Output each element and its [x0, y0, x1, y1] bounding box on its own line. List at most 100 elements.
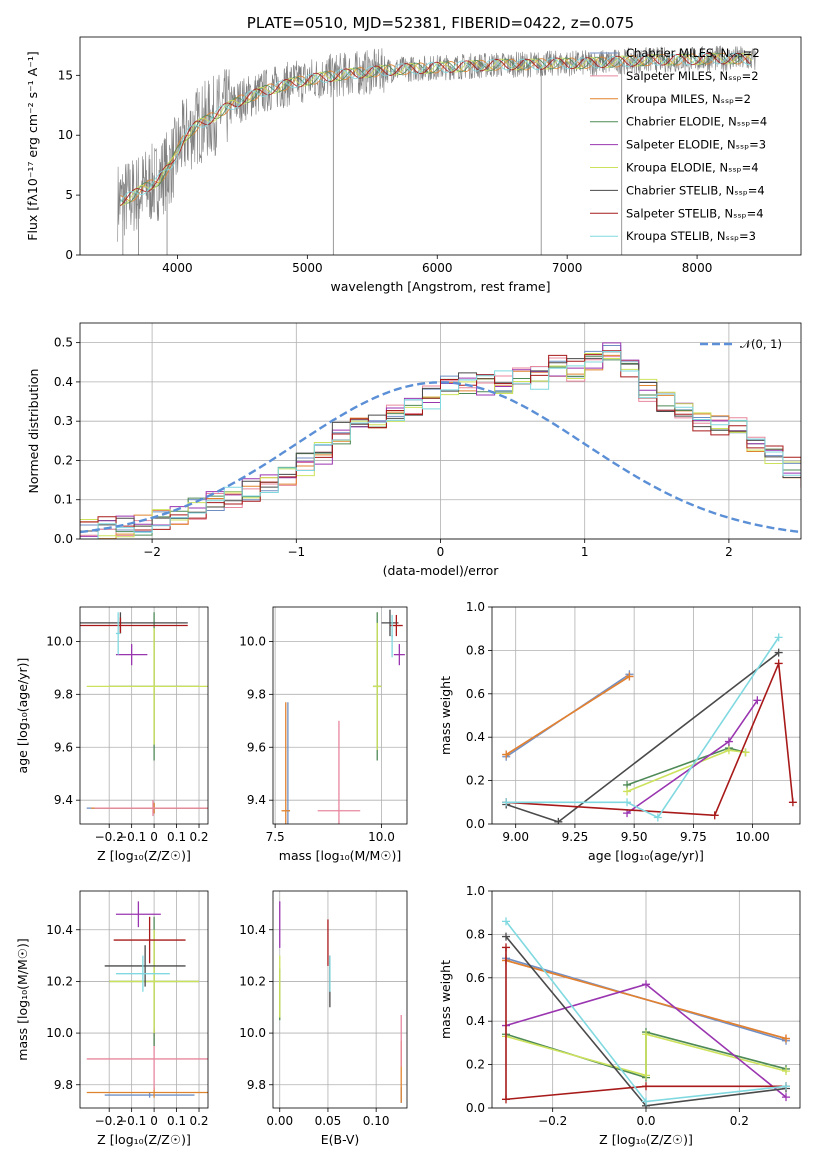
- x-tick-label: 0.2: [189, 1114, 208, 1128]
- series-salpeter_elodie-marker: [753, 696, 762, 705]
- y-tick-label: 10.0: [46, 1026, 73, 1040]
- y-tick-label: 9.8: [54, 687, 73, 701]
- residual-histogram: [80, 354, 801, 539]
- y-tick-label: 10.0: [46, 634, 73, 648]
- legend: 𝒩(0, 1): [700, 337, 782, 351]
- y-tick-label: 0.0: [466, 817, 485, 831]
- plot-area-weight-vs-z: [502, 917, 790, 1108]
- y-tick-label: 0.0: [466, 1101, 485, 1115]
- y-tick-label: 9.8: [247, 1078, 266, 1092]
- x-axis-label: E(B-V): [321, 1132, 360, 1147]
- series-kroupa_elodie-marker: [623, 787, 632, 796]
- series-kroupa_miles-marker: [502, 750, 511, 759]
- axes-frame: [272, 606, 408, 825]
- series-salpeter_elodie: [626, 699, 759, 814]
- x-tick-label: −0.2: [95, 1114, 124, 1128]
- x-tick-label: 4000: [162, 261, 193, 275]
- y-tick-label: 9.8: [247, 687, 266, 701]
- x-tick-label: 10.0: [368, 830, 395, 844]
- y-tick-label: 1.0: [466, 884, 485, 898]
- series-kroupa_stelib-marker: [642, 1097, 650, 1106]
- axes-frame: [491, 606, 801, 825]
- axes-mass-vs-z: −0.2−0.1 0 0.1 0.2 9.8 10.0 10.2 10.4 Z [log₁₀(Z…: [15, 890, 209, 1147]
- model-spectrum: [120, 52, 752, 204]
- y-tick-label: 10.4: [239, 923, 266, 937]
- legend-entry: 𝒩(0, 1): [740, 337, 782, 351]
- y-axis-label: Normed distribution: [26, 369, 41, 494]
- axes-age-vs-mass: 7.5 10.0 9.4 9.6 9.8 10.0 mass [log₁₀(M/M☉)]: [239, 606, 408, 863]
- axes-age-vs-z: −0.2−0.1 0 0.1 0.2 9.4 9.6 9.8 10.0 Z [log₁₀(Z/Z…: [15, 606, 209, 863]
- y-tick-label: 0.3: [54, 414, 73, 428]
- y-tick-label: 10.2: [46, 974, 73, 988]
- y-tick-label: 10.0: [239, 1026, 266, 1040]
- y-tick-label: 0.2: [466, 1058, 485, 1072]
- legend-entry: Kroupa STELIB, Nₛₛₚ=3: [626, 229, 756, 243]
- y-tick-label: 10: [58, 128, 73, 142]
- x-tick-label: 9.50: [621, 830, 648, 844]
- series-salpeter_stelib: [505, 947, 786, 1101]
- model-spectrum: [120, 52, 752, 202]
- y-tick-label: 0.0: [54, 532, 73, 546]
- model-spectrum: [120, 52, 752, 207]
- series-salpeter_elodie-marker: [782, 1093, 790, 1102]
- y-tick-label: 0.2: [54, 453, 73, 467]
- series-kroupa_miles: [505, 675, 630, 756]
- plot-area-mass-vs-z: [86, 901, 208, 1098]
- plot-area-age-vs-mass: [281, 609, 405, 824]
- x-tick-label: 7.5: [266, 830, 285, 844]
- grid-mass-vs-ebv: [273, 891, 407, 1108]
- series-salpeter_elodie-marker: [724, 737, 733, 746]
- grid-age-vs-mass: [273, 607, 407, 824]
- axes-frame: [272, 890, 408, 1109]
- series-kroupa_elodie-marker: [724, 746, 733, 755]
- x-tick-label: 0: [150, 1114, 158, 1128]
- y-tick-label: 9.4: [247, 793, 266, 807]
- series-salpeter_stelib-marker: [788, 798, 797, 807]
- residual-histogram: [80, 356, 801, 539]
- plot-area-spectrum: [117, 45, 756, 255]
- axes-frame: [79, 890, 209, 1109]
- x-tick-label: 8000: [682, 261, 713, 275]
- grid-weight-vs-age: [492, 606, 800, 825]
- series-kroupa_miles-marker: [625, 672, 634, 681]
- legend: Chabrier MILES, Nₛₛₚ=2 Salpeter MILES, Nₛ…: [590, 46, 767, 243]
- axes-frame: [79, 36, 802, 256]
- plot-area-weight-vs-age: [502, 633, 797, 824]
- y-tick-label: 9.8: [54, 1078, 73, 1092]
- x-tick-label: 1: [581, 545, 589, 559]
- y-tick-label: 9.6: [54, 740, 73, 754]
- legend-entry: Salpeter MILES, Nₛₛₚ=2: [626, 69, 759, 83]
- x-axis-label: Z [log₁₀(Z/Z☉)]: [97, 1132, 191, 1147]
- residual-histogram: [80, 350, 801, 539]
- legend-entry: Chabrier STELIB, Nₛₛₚ=4: [626, 183, 765, 197]
- y-tick-label: 0.4: [466, 730, 485, 744]
- series-kroupa_elodie: [505, 1033, 787, 1077]
- x-tick-label: 0.10: [363, 1114, 390, 1128]
- y-tick-label: 15: [58, 68, 73, 82]
- series-kroupa_stelib-marker: [623, 798, 632, 807]
- y-tick-label: 5: [65, 188, 73, 202]
- x-tick-label: 0.2: [730, 1114, 749, 1128]
- legend-entry: Chabrier ELODIE, Nₛₛₚ=4: [626, 115, 767, 129]
- y-tick-label: 10.2: [239, 974, 266, 988]
- y-tick-label: 0.6: [466, 971, 485, 985]
- x-tick-label: 7000: [552, 261, 583, 275]
- residual-histogram: [80, 352, 801, 539]
- x-tick-label: 9.25: [562, 830, 589, 844]
- series-kroupa_stelib-marker: [502, 917, 510, 926]
- series-kroupa_elodie-marker: [741, 748, 750, 757]
- x-tick-label: 9.75: [680, 830, 707, 844]
- series-salpeter_stelib-marker: [502, 943, 510, 952]
- axes-spectrum: 4000 5000 6000 7000 8000 0 5 10 15 wavelength [An…: [25, 36, 802, 294]
- y-axis-label: mass weight: [438, 960, 453, 1039]
- y-axis-label: mass [log₁₀(M/M☉)]: [15, 938, 30, 1060]
- x-tick-label: 0.2: [189, 830, 208, 844]
- y-tick-label: 9.6: [247, 740, 266, 754]
- x-tick-label: −0.2: [95, 830, 124, 844]
- series-kroupa_miles: [505, 959, 787, 1040]
- x-axis-label: age [log₁₀(age/yr)]: [588, 848, 704, 863]
- model-spectrum: [119, 52, 752, 203]
- y-tick-label: 0: [65, 248, 73, 262]
- x-tick-label: 0.0: [636, 1114, 655, 1128]
